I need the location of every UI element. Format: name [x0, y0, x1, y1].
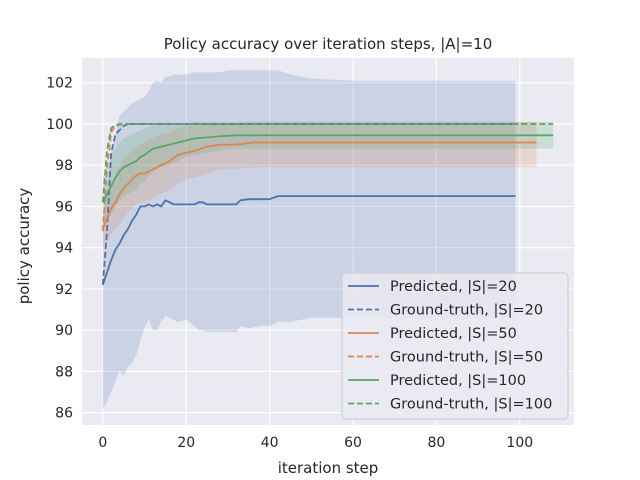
y-tick-label: 98 — [55, 158, 73, 174]
y-tick-label: 102 — [46, 76, 73, 92]
x-axis-label: iteration step — [278, 459, 379, 477]
confidence-band-2 — [102, 121, 537, 248]
y-tick-label: 88 — [55, 364, 73, 380]
y-tick-label: 94 — [55, 241, 73, 257]
legend-label: Ground-truth, |S|=100 — [390, 397, 552, 413]
confidence-bands — [102, 70, 554, 409]
confidence-band-4 — [102, 121, 554, 228]
series-line-4 — [101, 134, 554, 203]
confidence-band-0 — [102, 70, 516, 409]
series-line-2 — [101, 141, 537, 230]
chart-title: Policy accuracy over iteration steps, |A… — [164, 35, 493, 53]
series-line-1 — [101, 123, 516, 285]
legend-label: Ground-truth, |S|=50 — [390, 350, 543, 366]
y-tick-label: 86 — [55, 406, 73, 422]
x-tick-label: 20 — [177, 435, 195, 451]
y-tick-label: 90 — [55, 323, 73, 339]
x-tick-label: 0 — [98, 435, 107, 451]
legend-label: Predicted, |S|=50 — [390, 326, 517, 342]
legend-label: Predicted, |S|=100 — [390, 373, 526, 389]
series-line-5 — [101, 123, 554, 203]
y-tick-label: 92 — [55, 282, 73, 298]
series-line-0 — [101, 195, 516, 286]
y-tick-label: 96 — [55, 199, 73, 215]
legend-label: Ground-truth, |S|=20 — [390, 303, 543, 319]
y-axis-label: policy accuracy — [15, 188, 33, 305]
legend-label: Predicted, |S|=20 — [390, 279, 517, 295]
x-axis-ticks: 0 20 40 60 80 100 — [98, 435, 533, 451]
y-tick-label: 100 — [46, 117, 73, 133]
y-axis-ticks: 86 88 90 92 94 96 98 100 102 — [46, 76, 73, 422]
legend: Predicted, |S|=20 Ground-truth, |S|=20 Pre… — [341, 272, 569, 420]
x-tick-label: 80 — [427, 435, 445, 451]
x-tick-label: 40 — [261, 435, 279, 451]
x-tick-label: 100 — [506, 435, 533, 451]
x-tick-label: 60 — [344, 435, 362, 451]
series-lines — [101, 123, 554, 286]
legend-box — [341, 272, 569, 420]
